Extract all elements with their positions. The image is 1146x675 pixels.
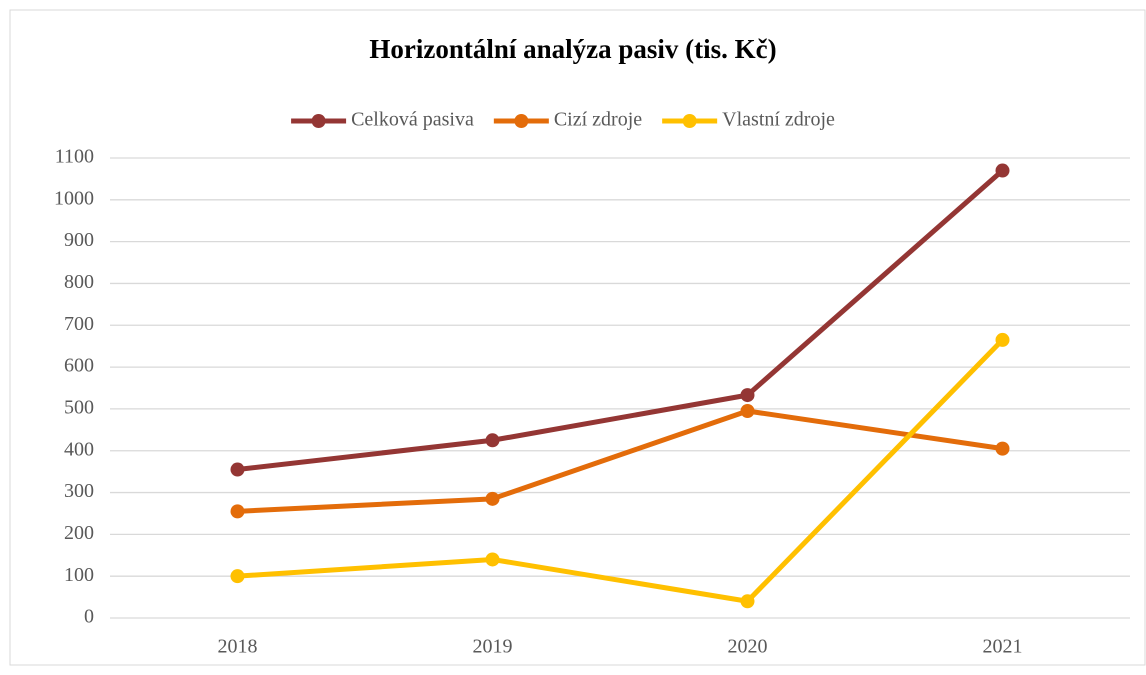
y-tick-label: 700 <box>64 313 94 335</box>
series-line <box>237 338 1005 604</box>
y-tick-label: 1100 <box>55 146 94 168</box>
x-tick-label: 2020 <box>728 636 768 658</box>
data-point <box>740 404 755 418</box>
data-point <box>995 332 1010 347</box>
data-point <box>230 462 245 477</box>
chart-title: Horizontální analýza pasiv (tis. Kč) <box>369 34 776 64</box>
y-tick-label: 300 <box>64 480 94 502</box>
data-point <box>740 594 755 609</box>
data-point <box>995 163 1010 178</box>
data-point <box>230 504 245 519</box>
data-point <box>740 388 755 403</box>
legend-marker <box>682 114 697 128</box>
legend-marker <box>514 114 529 128</box>
series-line <box>237 168 1005 473</box>
y-tick-label: 800 <box>64 271 94 293</box>
series-line <box>237 408 1003 514</box>
data-point <box>485 491 500 506</box>
y-tick-label: 600 <box>64 355 94 377</box>
y-tick-label: 200 <box>64 522 94 544</box>
legend-label: Cizí zdroje <box>554 109 642 131</box>
data-point <box>995 441 1010 456</box>
x-tick-label: 2019 <box>473 636 513 658</box>
y-tick-label: 0 <box>84 606 94 628</box>
data-point <box>230 569 245 584</box>
data-point <box>485 552 500 567</box>
x-tick-label: 2021 <box>983 636 1023 658</box>
legend-label: Celková pasiva <box>351 109 474 131</box>
y-tick-label: 1000 <box>54 187 94 209</box>
x-tick-label: 2018 <box>218 636 258 658</box>
legend-marker <box>311 114 326 128</box>
legend-label: Vlastní zdroje <box>722 109 835 131</box>
y-tick-label: 400 <box>64 438 94 460</box>
y-tick-label: 500 <box>64 397 94 419</box>
chart-border <box>9 9 1146 666</box>
y-tick-label: 100 <box>64 564 94 586</box>
data-point <box>485 433 500 448</box>
y-tick-label: 900 <box>64 229 94 251</box>
